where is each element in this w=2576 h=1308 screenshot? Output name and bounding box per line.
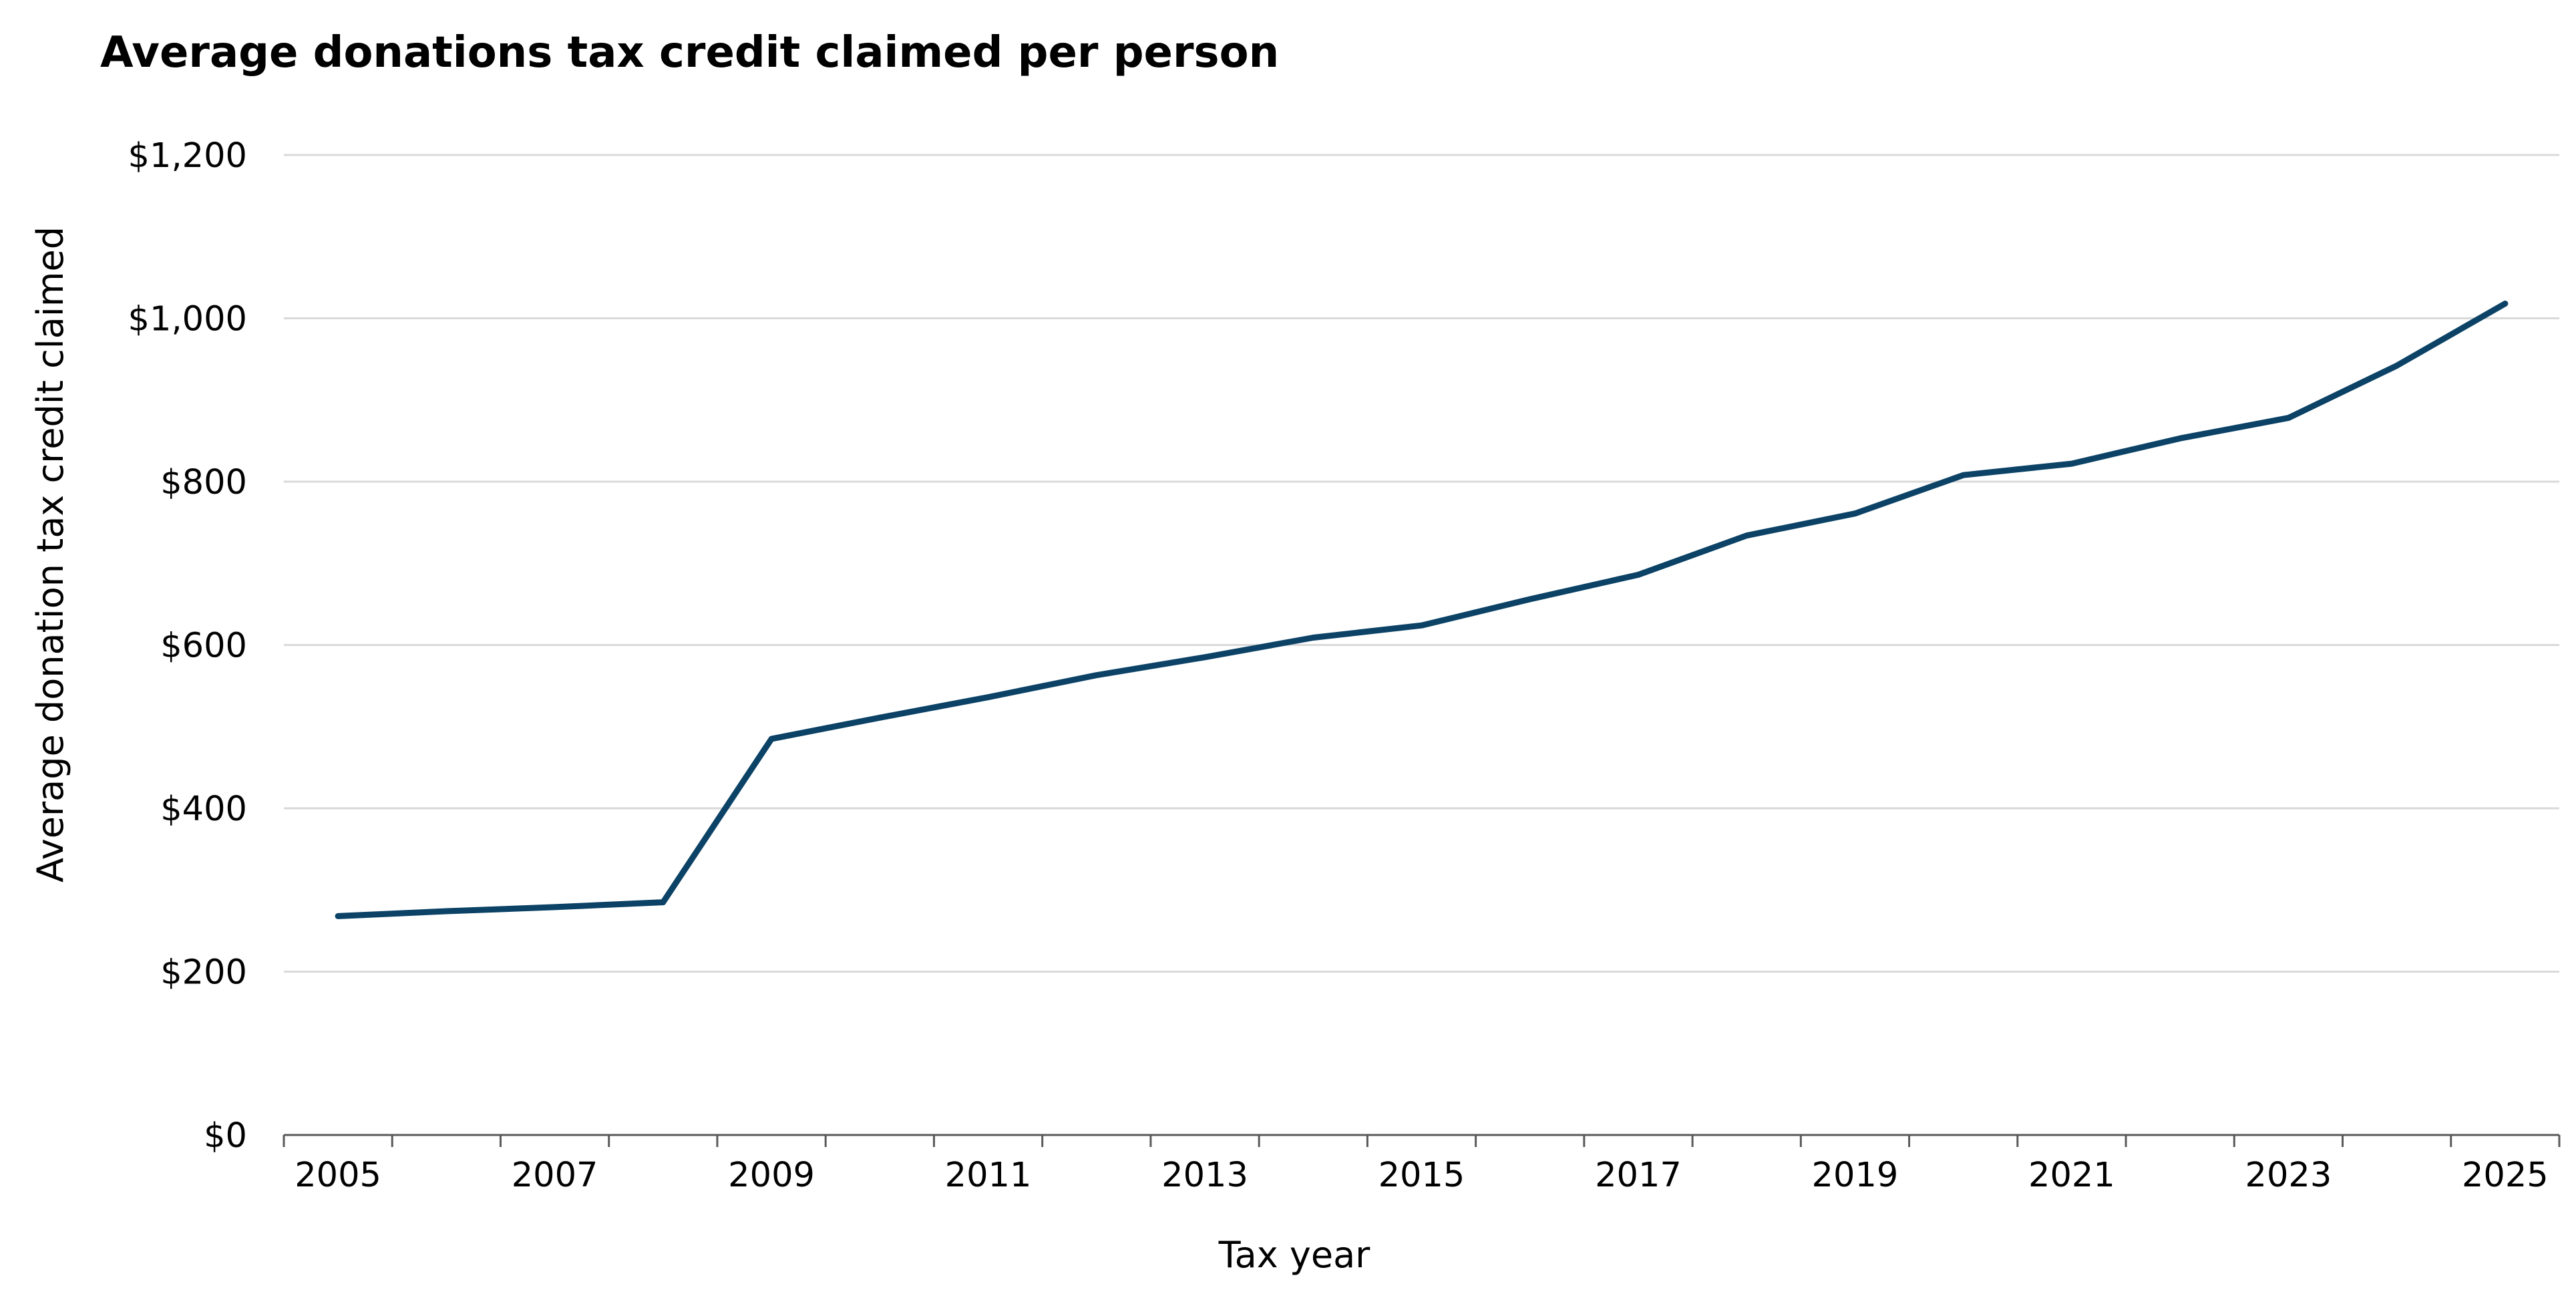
series-layer xyxy=(335,301,2509,919)
x-tick-label: 2009 xyxy=(728,1156,815,1195)
x-tick-label: 2025 xyxy=(2462,1156,2549,1195)
x-tick-label: 2019 xyxy=(1812,1156,1899,1195)
y-tick-labels: $0 $200 $400 $600 $800 $1,000 $1,200 xyxy=(128,136,247,1156)
y-tick-label: $0 xyxy=(204,1116,247,1156)
y-axis-title: Average donation tax credit claimed xyxy=(29,226,71,882)
x-tick-label: 2013 xyxy=(1161,1156,1248,1195)
x-tick-label: 2021 xyxy=(2028,1156,2115,1195)
y-tick-label: $200 xyxy=(160,953,247,993)
x-tick-label: 2017 xyxy=(1595,1156,1682,1195)
y-tick-label: $600 xyxy=(160,627,247,666)
y-tick-label: $800 xyxy=(160,463,247,502)
x-axis-title: Tax year xyxy=(1218,1234,1371,1276)
x-tick-label: 2005 xyxy=(295,1156,381,1195)
x-tick-label: 2007 xyxy=(512,1156,598,1195)
y-tick-label: $400 xyxy=(160,790,247,829)
x-tick-label: 2023 xyxy=(2245,1156,2332,1195)
axes xyxy=(283,1134,2561,1147)
gridlines xyxy=(284,154,2559,973)
x-tick-labels: 2005 2007 2009 2011 2013 2015 2017 2019 2021 2023… xyxy=(295,1156,2549,1195)
chart-title: Average donations tax credit claimed per… xyxy=(100,28,1279,77)
x-tick-label: 2015 xyxy=(1378,1156,1465,1195)
y-tick-label: $1,200 xyxy=(128,136,247,176)
series-line xyxy=(335,301,2509,919)
x-tick-label: 2011 xyxy=(945,1156,1032,1195)
y-tick-label: $1,000 xyxy=(128,300,247,339)
